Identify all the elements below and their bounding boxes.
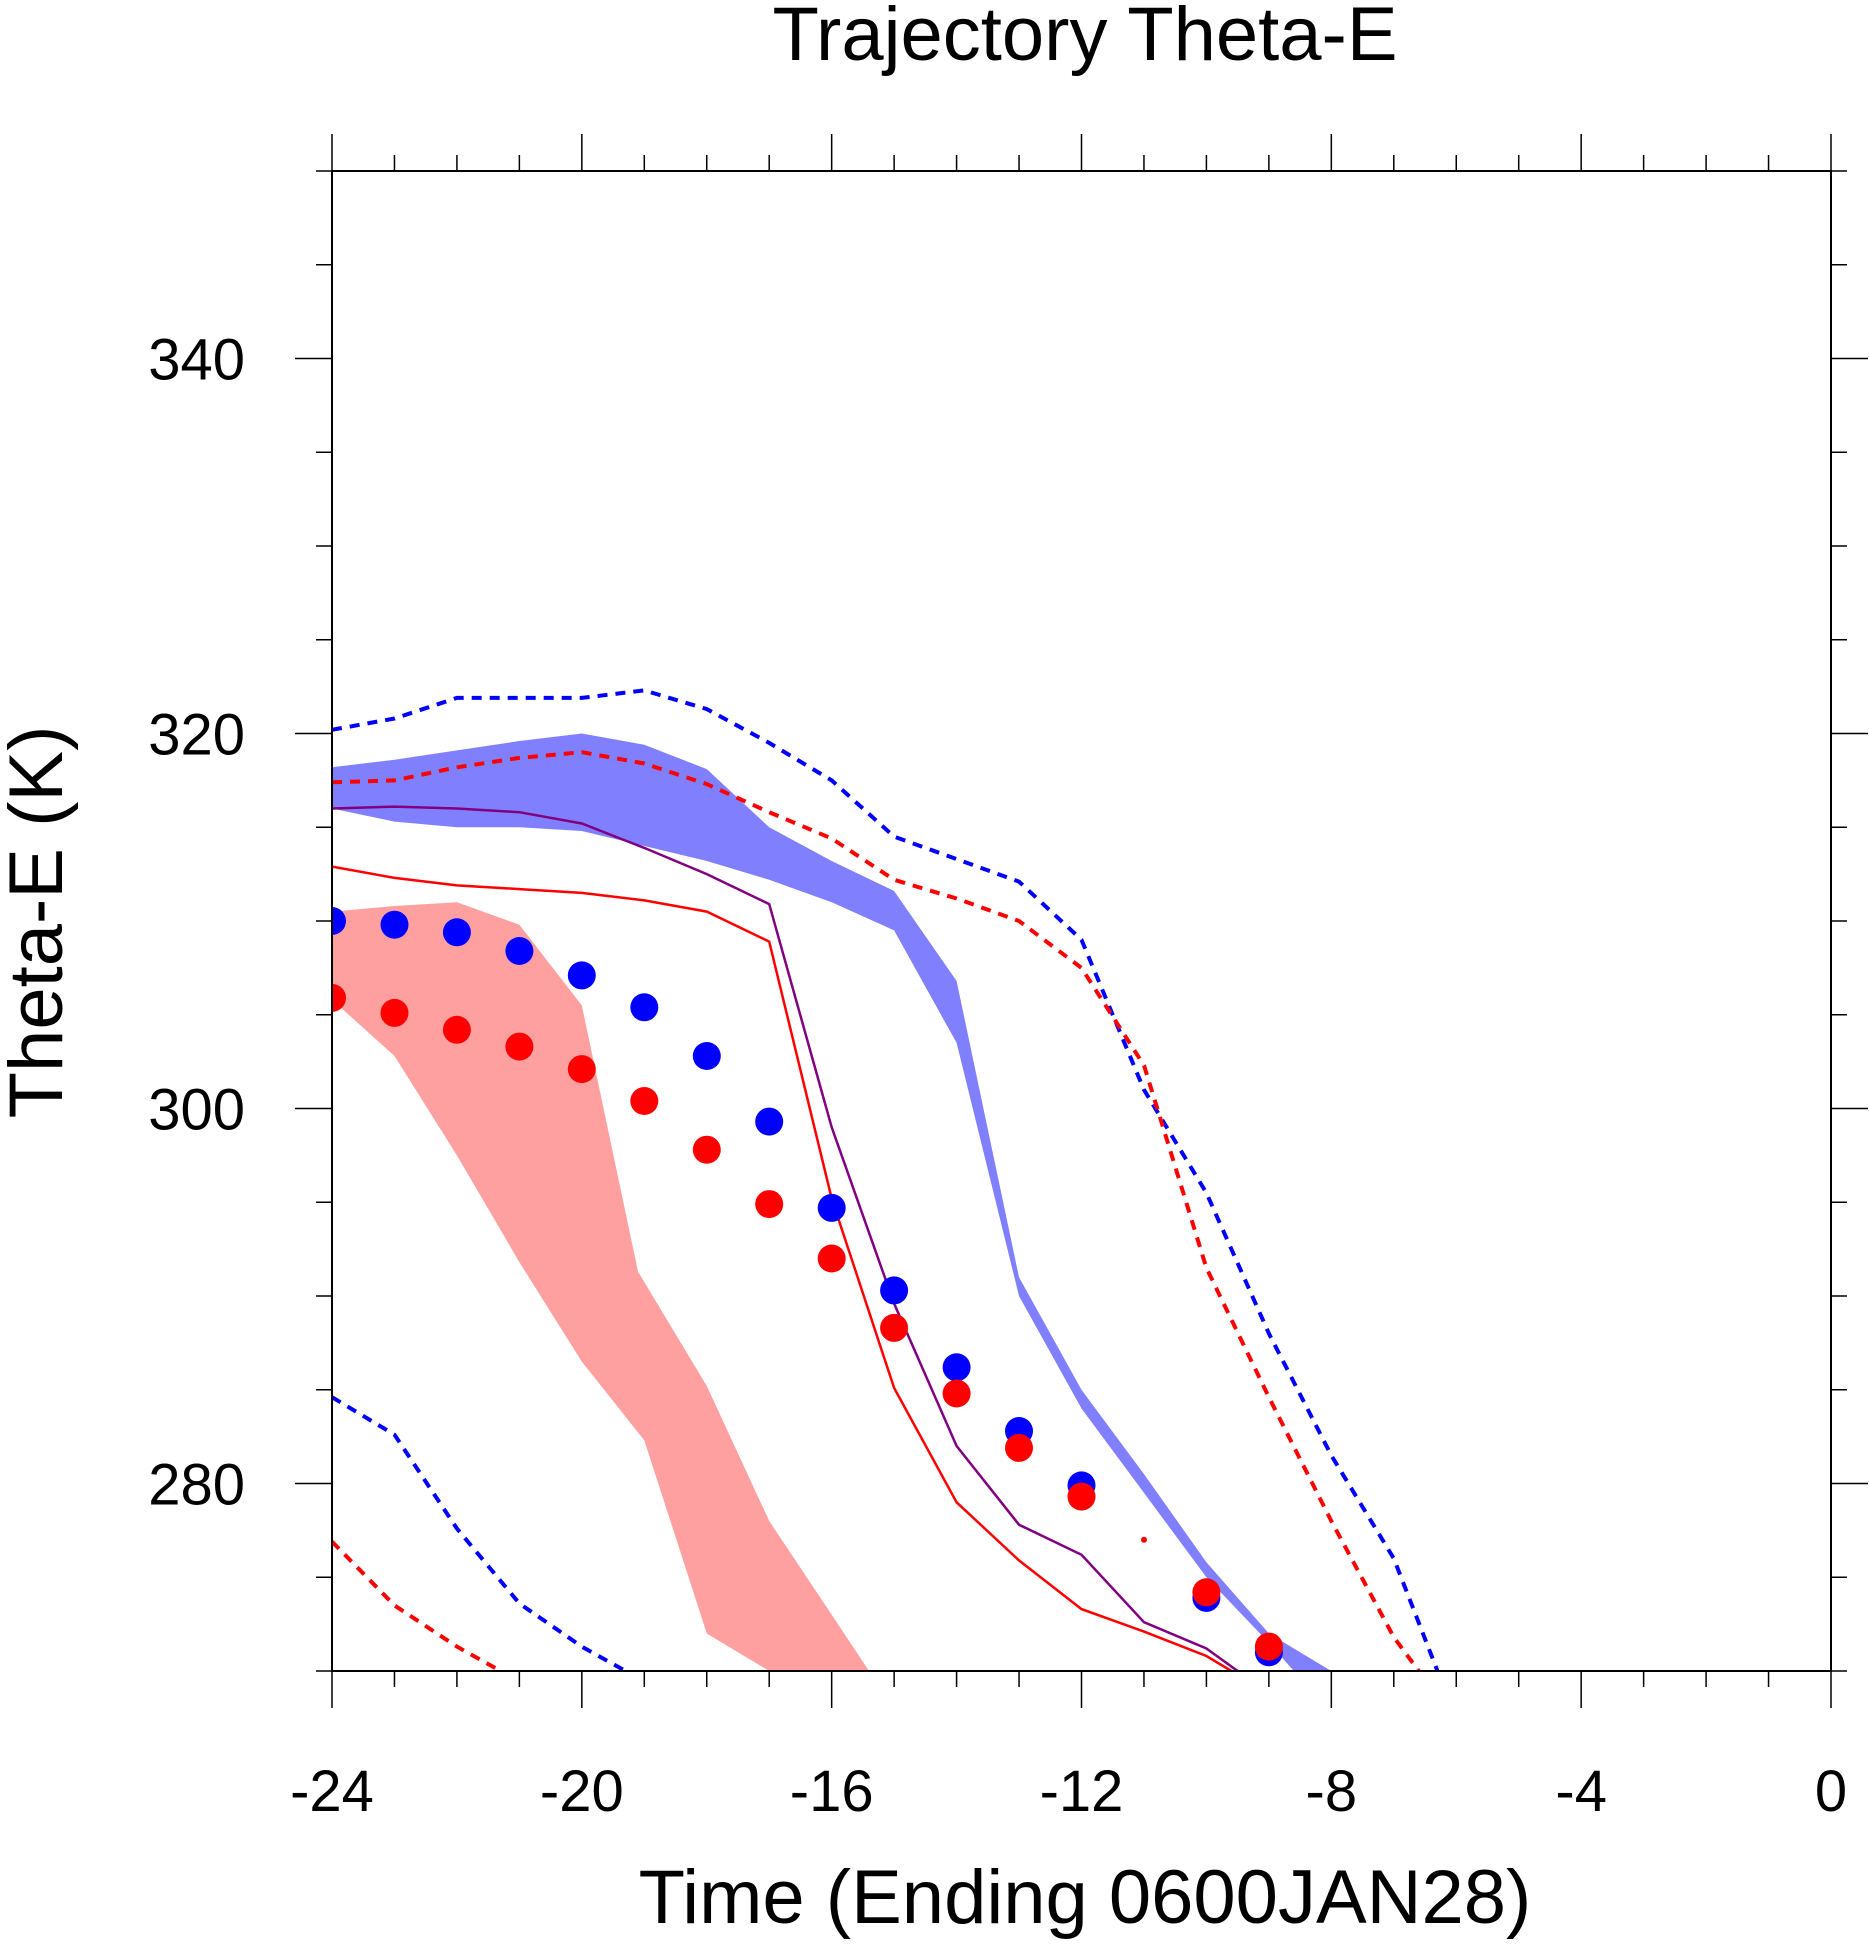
series-line-5: [332, 865, 1233, 1671]
data-point-red-1: [380, 998, 409, 1027]
data-point-red-6: [692, 1135, 721, 1164]
plot-frame: [331, 170, 1832, 1672]
series-line-3: [332, 1540, 502, 1671]
data-point-blue-7: [755, 1107, 784, 1136]
x-tick-label: -4: [1555, 1759, 1607, 1824]
y-tick-labels: 280 300 320 340: [148, 328, 245, 1518]
data-point-red-10: [942, 1379, 971, 1408]
data-point-red-3: [505, 1032, 534, 1061]
data-point-blue-9: [880, 1276, 909, 1305]
x-tick-label: -8: [1306, 1759, 1358, 1824]
data-point-red-2: [442, 1015, 471, 1044]
series-line-4: [332, 805, 1239, 1671]
dots-layer: [332, 907, 1283, 1667]
data-point-blue-3: [505, 937, 534, 965]
y-axis-label: Theta-E (K): [0, 726, 79, 1119]
data-point-red-0: [332, 983, 346, 1012]
y-tick-label: 300: [148, 1078, 245, 1143]
data-point-red-13: [1192, 1578, 1221, 1607]
series-line-0: [332, 688, 1440, 1671]
data-point-red-9: [880, 1313, 909, 1342]
bands-layer: [332, 733, 1332, 1671]
ticks-layer: [295, 134, 1868, 1708]
x-tick-label: -20: [540, 1759, 624, 1824]
x-axis-label: Time (Ending 0600JAN28): [639, 1855, 1532, 1940]
data-point-red-11: [1005, 1433, 1033, 1462]
x-tick-label: 0: [1815, 1759, 1847, 1824]
band-red: [332, 902, 870, 1671]
data-point-red-14: [1254, 1632, 1283, 1661]
y-tick-label: 280: [148, 1453, 245, 1518]
data-point-blue-2: [442, 918, 471, 947]
series-line-1: [332, 750, 1421, 1671]
x-tick-label: -12: [1040, 1759, 1124, 1824]
data-point-blue-1: [380, 910, 409, 939]
series-line-2: [332, 1395, 627, 1671]
data-point-red-7: [755, 1190, 784, 1219]
data-point-blue-8: [817, 1193, 846, 1222]
small-mark-0: [1141, 1536, 1147, 1543]
x-tick-label: -24: [290, 1759, 374, 1824]
chart-title: Trajectory Theta-E: [772, 0, 1397, 77]
data-point-blue-5: [630, 993, 659, 1022]
data-point-blue-0: [332, 907, 346, 935]
data-point-red-12: [1067, 1482, 1096, 1511]
data-point-red-4: [567, 1055, 596, 1084]
data-point-blue-4: [567, 961, 596, 990]
x-tick-label: -16: [790, 1759, 874, 1824]
y-tick-label: 340: [148, 328, 245, 393]
data-point-red-8: [817, 1244, 846, 1273]
x-tick-labels: -24 -20 -16 -12 -8 -4 0: [290, 1759, 1847, 1824]
data-point-red-5: [630, 1087, 659, 1115]
data-point-blue-6: [692, 1042, 721, 1070]
y-tick-label: 320: [148, 703, 245, 768]
data-point-blue-10: [942, 1353, 971, 1382]
lines-layer: [332, 688, 1440, 1671]
